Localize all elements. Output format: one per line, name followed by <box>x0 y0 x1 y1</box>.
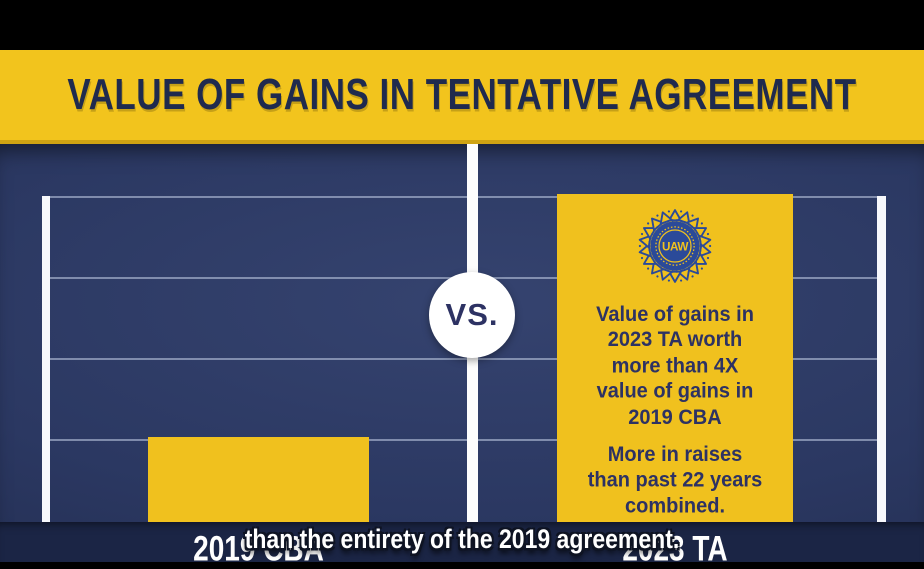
vs-label: VS. <box>445 297 499 332</box>
uaw-logo-text: UAW <box>662 240 689 253</box>
bar-annotation-primary: Value of gains in 2023 TA worth more tha… <box>596 303 754 429</box>
chart-area: UAW Value of gains in 2023 TA worth more… <box>0 144 924 522</box>
gridline <box>46 196 884 198</box>
bar-2019-cba <box>148 437 369 522</box>
video-caption-subtitle: than the entirety of the 2019 agreement. <box>244 524 680 554</box>
x-label-2023-ta: 2023 TA <box>622 529 728 568</box>
x-label-2019-cba: 2019 CBA <box>193 529 324 568</box>
left-axis-line <box>42 196 50 522</box>
gridline <box>46 358 884 360</box>
bar-annotation-secondary: More in raises than past 22 years combin… <box>587 443 763 518</box>
gridline <box>46 439 884 441</box>
uaw-logo-icon: UAW <box>637 209 713 283</box>
bar-2023-ta: UAW Value of gains in 2023 TA worth more… <box>557 194 793 522</box>
top-letterbox-bar <box>0 0 924 50</box>
title-banner: VALUE OF GAINS IN TENTATIVE AGREEMENT <box>0 50 924 144</box>
vs-badge: VS. <box>429 272 515 358</box>
bottom-label-strip: 2019 CBA 2023 TA <box>0 522 924 568</box>
right-axis-line <box>877 196 886 522</box>
page-title: VALUE OF GAINS IN TENTATIVE AGREEMENT <box>67 70 857 119</box>
